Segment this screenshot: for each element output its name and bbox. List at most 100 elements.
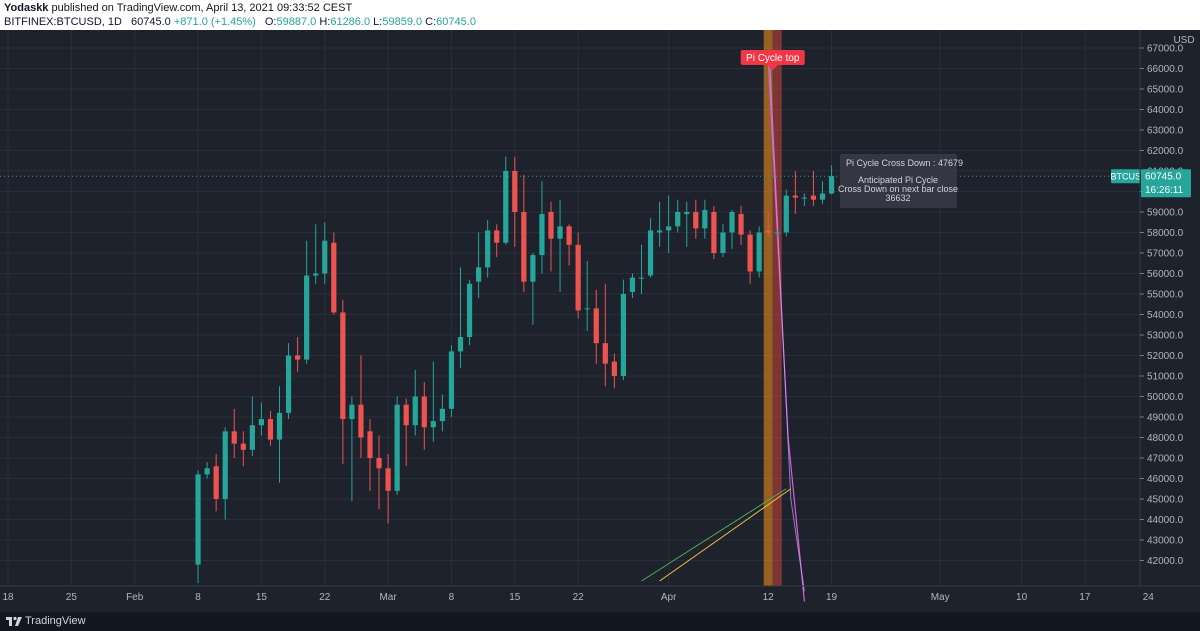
date-tick-label: 10 xyxy=(1016,592,1028,603)
candle-body xyxy=(322,240,328,274)
candle-body xyxy=(702,209,708,229)
tradingview-brand[interactable]: TradingView xyxy=(25,615,86,627)
candle-body xyxy=(313,273,319,276)
chart-header: Yodaskk published on TradingView.com, Ap… xyxy=(0,0,1200,30)
candle-body xyxy=(403,404,409,426)
candle-body xyxy=(213,466,219,499)
candle-body xyxy=(783,195,789,233)
candle-body xyxy=(810,195,817,200)
candle-body xyxy=(566,226,572,245)
price-tick-label: 53000.0 xyxy=(1147,331,1184,342)
candle-body xyxy=(349,404,355,420)
candle-body xyxy=(285,355,292,413)
last-price-value: 60745.0 xyxy=(1145,172,1182,183)
candle-body xyxy=(476,267,482,282)
date-tick-label: 15 xyxy=(256,592,268,603)
price-tick-label: 58000.0 xyxy=(1147,228,1184,239)
chart-area[interactable]: BTCUSD Pi Cycle top Pi Cycle Cross Down : … xyxy=(0,30,1200,612)
candle-body xyxy=(729,212,735,233)
candle-body xyxy=(557,226,563,239)
price-tick-label: 67000.0 xyxy=(1147,44,1184,55)
candle-body xyxy=(385,468,391,491)
info-line-2: Anticipated Pi Cycle xyxy=(858,175,938,185)
candle-body xyxy=(666,226,672,231)
price-tick-label: 65000.0 xyxy=(1147,85,1184,96)
price-change: +871.0 (+1.45%) xyxy=(173,16,256,28)
candle-body xyxy=(629,277,636,292)
price-axis-bg xyxy=(1140,30,1200,612)
publish-info: Yodaskk published on TradingView.com, Ap… xyxy=(4,2,352,14)
tradingview-logo-icon xyxy=(6,616,22,626)
candlestick-chart[interactable]: BTCUSD Pi Cycle top Pi Cycle Cross Down : … xyxy=(0,30,1200,612)
close-value: 60745.0 xyxy=(436,16,476,28)
candle-body xyxy=(792,195,798,198)
close-label: C: xyxy=(425,16,437,28)
candle-body xyxy=(231,431,237,444)
price-tick-label: 43000.0 xyxy=(1147,536,1184,547)
price-tick-label: 51000.0 xyxy=(1147,372,1184,383)
price-tick-label: 64000.0 xyxy=(1147,105,1184,116)
candle-body xyxy=(457,337,464,352)
symbol-badge-label: BTCUSD xyxy=(1110,172,1148,182)
candle-body xyxy=(530,255,536,282)
candle-body xyxy=(684,212,690,215)
date-tick-label: 25 xyxy=(66,592,78,603)
author-name[interactable]: Yodaskk xyxy=(4,2,49,14)
last-price: 60745.0 xyxy=(131,16,171,28)
candle-body xyxy=(828,176,835,194)
candle-body xyxy=(503,171,509,243)
candle-body xyxy=(485,230,491,268)
candle-body xyxy=(774,232,780,234)
highlight-column-orange xyxy=(763,30,773,586)
candle-body xyxy=(466,283,473,338)
open-value: 59887.0 xyxy=(276,16,317,28)
candle-body xyxy=(258,419,264,426)
price-tick-label: 50000.0 xyxy=(1147,392,1184,403)
highlight-column-red xyxy=(772,30,782,586)
candle-body xyxy=(249,425,255,450)
price-tick-label: 44000.0 xyxy=(1147,515,1184,526)
candle-body xyxy=(204,468,210,475)
date-tick-label: 12 xyxy=(763,592,775,603)
info-line-1: Pi Cycle Cross Down : 47679 xyxy=(846,158,963,168)
price-tick-label: 63000.0 xyxy=(1147,126,1184,137)
price-tick-label: 46000.0 xyxy=(1147,474,1184,485)
candle-body xyxy=(276,412,283,440)
candle-body xyxy=(602,343,608,364)
candle-body xyxy=(358,404,364,438)
date-tick-label: Feb xyxy=(126,592,144,603)
date-tick-label: 22 xyxy=(573,592,585,603)
candle-body xyxy=(747,234,753,272)
candle-body xyxy=(448,351,455,409)
price-tick-label: 42000.0 xyxy=(1147,556,1184,567)
candle-body xyxy=(693,212,699,229)
price-tick-label: 62000.0 xyxy=(1147,146,1184,157)
price-tick-label: 56000.0 xyxy=(1147,269,1184,280)
symbol-label: BITFINEX:BTCUSD, 1D xyxy=(4,16,122,28)
candle-body xyxy=(222,431,228,499)
candle-body xyxy=(295,355,301,360)
candle-body xyxy=(439,408,445,422)
candle-body xyxy=(304,275,310,360)
candle-body xyxy=(340,312,346,420)
candle-body xyxy=(267,419,274,440)
price-tick-label: 49000.0 xyxy=(1147,413,1184,424)
pi-cycle-top-text: Pi Cycle top xyxy=(746,53,800,64)
date-tick-label: 19 xyxy=(826,592,838,603)
candle-body xyxy=(394,404,400,491)
low-value: 59859.0 xyxy=(382,16,423,28)
candle-body xyxy=(421,396,427,428)
candle-body xyxy=(647,230,654,276)
candle-body xyxy=(593,308,599,344)
price-tick-label: 48000.0 xyxy=(1147,433,1184,444)
price-tick-label: 59000.0 xyxy=(1147,208,1184,219)
candle-body xyxy=(494,230,500,243)
price-tick-label: 45000.0 xyxy=(1147,495,1184,506)
high-value: 61286.0 xyxy=(330,16,371,28)
info-line-3: Cross Down on next bar close xyxy=(838,184,958,194)
pi-cycle-top-pointer xyxy=(767,65,778,70)
candle-body xyxy=(657,230,663,233)
candle-body xyxy=(240,443,246,450)
date-tick-label: 8 xyxy=(449,592,455,603)
date-tick-label: 24 xyxy=(1143,592,1155,603)
